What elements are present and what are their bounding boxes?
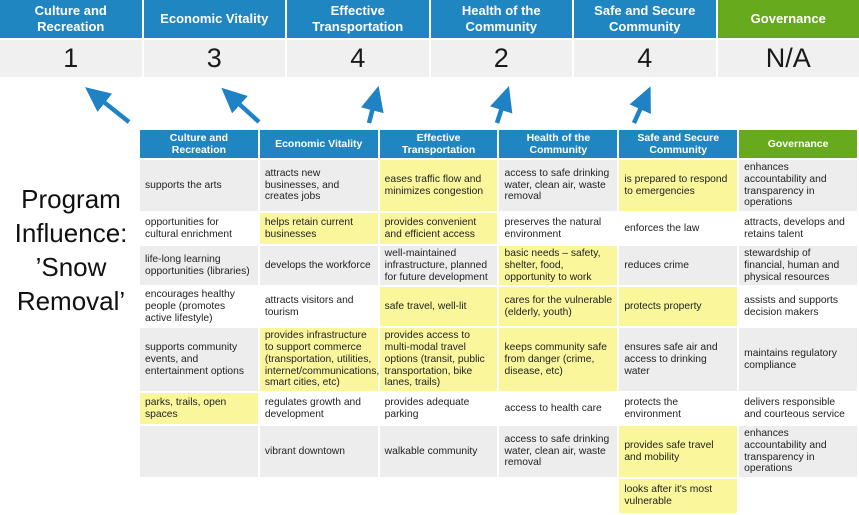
matrix-cell: attracts new businesses, and creates job… [260, 160, 378, 211]
matrix-cell: reduces crime [619, 246, 737, 285]
matrix-header-effective-transportation: Effective Transportation [380, 130, 498, 158]
matrix-cell: supports community events, and entertain… [140, 328, 258, 391]
matrix-cell-highlighted: is prepared to respond to emergencies [619, 160, 737, 211]
table-row: encourages healthy people (promotes acti… [140, 287, 857, 326]
matrix-cell: access to safe drinking water, clean air… [499, 160, 617, 211]
matrix-cell: preserves the natural environment [499, 213, 617, 244]
matrix-cell-highlighted: parks, trails, open spaces [140, 393, 258, 424]
matrix-cell [380, 479, 498, 513]
matrix-cell [739, 479, 857, 513]
summary-header-effective-transportation: Effective Transportation [287, 0, 429, 38]
matrix-cell-highlighted: cares for the vulnerable (elderly, youth… [499, 287, 617, 326]
matrix-cell: develops the workforce [260, 246, 378, 285]
influence-arrows [0, 77, 859, 129]
matrix-cell: regulates growth and development [260, 393, 378, 424]
summary-header-economic-vitality: Economic Vitality [144, 0, 286, 38]
matrix-cell: attracts visitors and tourism [260, 287, 378, 326]
matrix-cell: enhances accountability and transparency… [739, 160, 857, 211]
matrix-cell: access to safe drinking water, clean air… [499, 426, 617, 477]
matrix-header-safe-and-secure-community: Safe and Secure Community [619, 130, 737, 158]
table-row: supports community events, and entertain… [140, 328, 857, 391]
matrix-cell: well-maintained infrastructure, planned … [380, 246, 498, 285]
summary-header-governance: Governance [718, 0, 859, 38]
matrix-header-economic-vitality: Economic Vitality [260, 130, 378, 158]
summary-header-health-of-the-community: Health of the Community [431, 0, 573, 38]
matrix-cell-highlighted: eases traffic flow and minimizes congest… [380, 160, 498, 211]
matrix-cell: provides adequate parking [380, 393, 498, 424]
matrix-cell: maintains regulatory compliance [739, 328, 857, 391]
matrix-cell [260, 479, 378, 513]
matrix-cell-highlighted: looks after it's most vulnerable [619, 479, 737, 513]
matrix-cell-highlighted: provides convenient and efficient access [380, 213, 498, 244]
influence-arrow-5 [634, 92, 648, 123]
matrix-header-health-of-the-community: Health of the Community [499, 130, 617, 158]
matrix-cell [140, 426, 258, 477]
matrix-cell-highlighted: protects property [619, 287, 737, 326]
influence-arrow-2 [226, 92, 259, 122]
influence-arrow-1 [90, 91, 129, 122]
matrix-cell: delivers responsible and courteous servi… [739, 393, 857, 424]
matrix-cell: protects the environment [619, 393, 737, 424]
matrix-cell: attracts, develops and retains talent [739, 213, 857, 244]
matrix-cell: enhances accountability and transparency… [739, 426, 857, 477]
matrix-cell: life-long learning opportunities (librar… [140, 246, 258, 285]
summary-score-safe-and-secure-community: 4 [574, 40, 716, 77]
summary-score-culture-and-recreation: 1 [0, 40, 142, 77]
matrix-cell-highlighted: keeps community safe from danger (crime,… [499, 328, 617, 391]
influence-arrow-3 [369, 92, 377, 123]
matrix-cell: assists and supports decision makers [739, 287, 857, 326]
matrix-cell: access to health care [499, 393, 617, 424]
matrix-cell-highlighted: safe travel, well-lit [380, 287, 498, 326]
matrix-cell: ensures safe air and access to drinking … [619, 328, 737, 391]
matrix-cell [140, 479, 258, 513]
summary-score-economic-vitality: 3 [144, 40, 286, 77]
summary-header-culture-and-recreation: Culture and Recreation [0, 0, 142, 38]
influence-arrow-4 [497, 92, 507, 123]
matrix-cell: opportunities for cultural enrichment [140, 213, 258, 244]
matrix-header-governance: Governance [739, 130, 857, 158]
matrix-cell-highlighted: helps retain current businesses [260, 213, 378, 244]
matrix-header-culture-and-recreation: Culture and Recreation [140, 130, 258, 158]
matrix-cell: vibrant downtown [260, 426, 378, 477]
matrix-cell-highlighted: basic needs – safety, shelter, food, opp… [499, 246, 617, 285]
matrix-cell: walkable community [380, 426, 498, 477]
summary-score-governance: N/A [718, 40, 859, 77]
matrix-cell: encourages healthy people (promotes acti… [140, 287, 258, 326]
table-row: looks after it's most vulnerable [140, 479, 857, 513]
summary-header-safe-and-secure-community: Safe and Secure Community [574, 0, 716, 38]
matrix-cell-highlighted: provides access to multi-modal travel op… [380, 328, 498, 391]
summary-score-effective-transportation: 4 [287, 40, 429, 77]
table-row: life-long learning opportunities (librar… [140, 246, 857, 285]
program-influence-label: Program Influence: ’Snow Removal’ [0, 182, 142, 318]
matrix-cell: enforces the law [619, 213, 737, 244]
matrix-cell: supports the arts [140, 160, 258, 211]
matrix-cell-highlighted: provides safe travel and mobility [619, 426, 737, 477]
summary-score-health-of-the-community: 2 [431, 40, 573, 77]
matrix-cell [499, 479, 617, 513]
matrix-cell-highlighted: provides infrastructure to support comme… [260, 328, 378, 391]
matrix-cell: stewardship of financial, human and phys… [739, 246, 857, 285]
